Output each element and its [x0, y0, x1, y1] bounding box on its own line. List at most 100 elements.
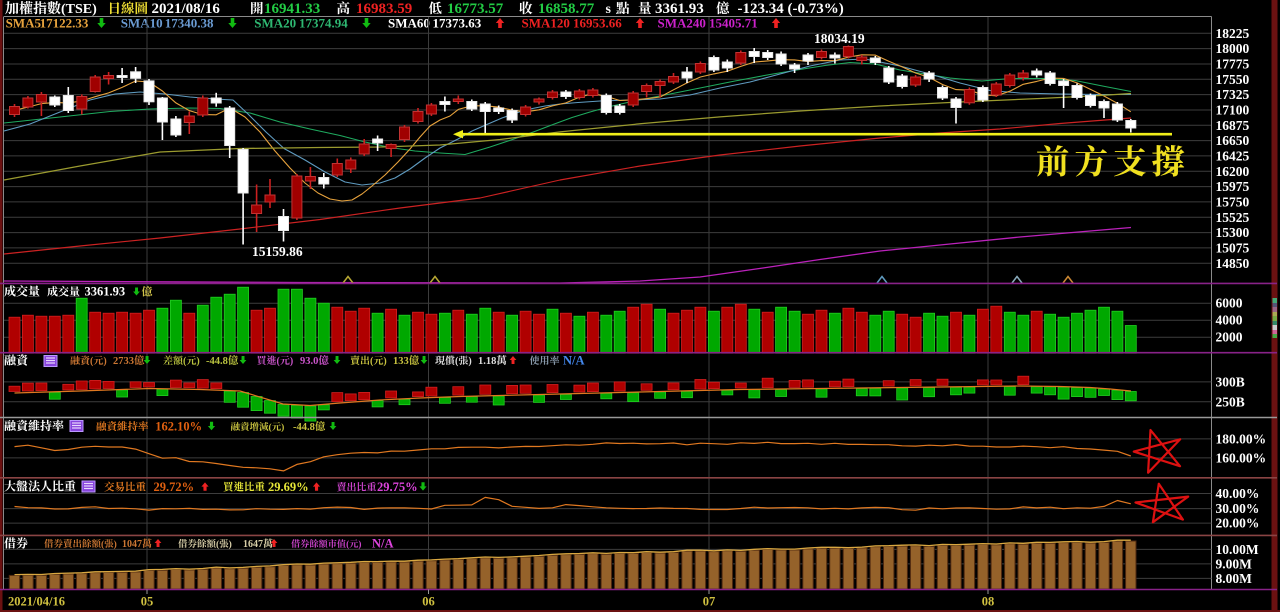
svg-text:40.00%: 40.00% [1216, 486, 1260, 501]
svg-text:17325: 17325 [1216, 87, 1250, 102]
svg-text:15975: 15975 [1216, 179, 1250, 194]
svg-text:s: s [606, 2, 612, 17]
svg-text:15405.71: 15405.71 [709, 16, 758, 31]
svg-text:29.72%: 29.72% [154, 480, 195, 494]
svg-text:借券餘額市值(元): 借券餘額市值(元) [291, 539, 361, 549]
svg-text:133億: 133億 [393, 354, 420, 367]
svg-text:93.0億: 93.0億 [300, 354, 329, 367]
svg-text:借券: 借券 [4, 537, 28, 551]
svg-text:2021/04/16: 2021/04/16 [8, 595, 65, 609]
svg-text:15525: 15525 [1216, 210, 1250, 225]
svg-text:融資維持率: 融資維持率 [4, 419, 64, 433]
svg-text:SMA5: SMA5 [6, 16, 42, 31]
svg-text:29.69%: 29.69% [268, 480, 309, 494]
svg-text:16875: 16875 [1216, 118, 1250, 133]
svg-text:N/A: N/A [372, 537, 394, 551]
svg-text:15075: 15075 [1216, 240, 1250, 255]
svg-text:16953.66: 16953.66 [573, 16, 622, 31]
svg-text:融資維持率: 融資維持率 [96, 421, 149, 433]
svg-text:16425: 16425 [1216, 148, 1250, 163]
svg-text:N/A: N/A [563, 354, 585, 368]
svg-text:融資: 融資 [4, 354, 28, 368]
svg-text:17775: 17775 [1216, 57, 1250, 72]
svg-text:1047萬: 1047萬 [122, 538, 152, 550]
svg-text:17373.63: 17373.63 [433, 16, 482, 31]
svg-text:16650: 16650 [1216, 133, 1250, 148]
svg-text:16200: 16200 [1216, 164, 1250, 179]
svg-text:9.00M: 9.00M [1216, 556, 1253, 571]
svg-text:10.00M: 10.00M [1216, 542, 1259, 557]
svg-text:借券賣出餘額(張): 借券賣出餘額(張) [44, 538, 117, 550]
svg-text:07: 07 [703, 595, 716, 609]
svg-text:SMA60: SMA60 [388, 16, 430, 31]
svg-text:16773.57: 16773.57 [447, 1, 504, 17]
svg-text:買進比重: 買進比重 [223, 482, 265, 494]
svg-text:SMA240: SMA240 [658, 16, 706, 31]
svg-text:點: 點 [616, 1, 630, 16]
svg-text:使用率: 使用率 [530, 355, 560, 367]
svg-text:17100: 17100 [1216, 103, 1250, 118]
svg-text:18034.19: 18034.19 [814, 31, 865, 46]
svg-text:現償(張): 現償(張) [435, 355, 472, 367]
svg-text:30.00%: 30.00% [1216, 501, 1260, 516]
svg-text:量: 量 [638, 1, 652, 16]
svg-text:3361.93: 3361.93 [85, 285, 126, 299]
svg-text:SMA120: SMA120 [522, 16, 570, 31]
svg-text:-44.8億: -44.8億 [206, 354, 239, 367]
svg-text:15300: 15300 [1216, 225, 1250, 240]
svg-text:15750: 15750 [1216, 194, 1250, 209]
svg-text:成交量: 成交量 [47, 286, 80, 299]
svg-text:08: 08 [982, 595, 995, 609]
svg-text:4000: 4000 [1216, 313, 1243, 328]
svg-text:1647萬: 1647萬 [243, 538, 273, 550]
svg-text:日線圖: 日線圖 [108, 1, 149, 16]
svg-text:高: 高 [337, 1, 351, 16]
svg-text:交易比重: 交易比重 [104, 482, 146, 494]
svg-text:1.18萬: 1.18萬 [478, 355, 507, 367]
svg-text:低: 低 [429, 1, 443, 16]
svg-text:15159.86: 15159.86 [252, 244, 303, 259]
svg-text:差額(元): 差額(元) [163, 355, 200, 367]
svg-text:3361.93: 3361.93 [655, 1, 704, 17]
svg-text:17122.33: 17122.33 [40, 16, 89, 31]
svg-text:融資增減(元): 融資增減(元) [231, 421, 285, 433]
svg-text:收: 收 [519, 1, 533, 16]
svg-text:16858.77: 16858.77 [538, 1, 595, 17]
svg-text:-123.34 (-0.73%): -123.34 (-0.73%) [738, 1, 844, 17]
svg-text:大盤法人比重: 大盤法人比重 [4, 480, 76, 494]
svg-text:05: 05 [141, 595, 154, 609]
svg-text:162.10%: 162.10% [155, 420, 202, 434]
svg-text:2733億: 2733億 [113, 354, 145, 367]
svg-text:18000: 18000 [1216, 41, 1250, 56]
svg-text:2000: 2000 [1216, 330, 1243, 345]
svg-text:18225: 18225 [1216, 26, 1250, 41]
svg-text:億: 億 [716, 1, 730, 16]
svg-text:8.00M: 8.00M [1216, 571, 1253, 586]
svg-text:16983.59: 16983.59 [356, 1, 412, 17]
svg-text:開: 開 [250, 1, 264, 16]
svg-text:前方支撐: 前方支撐 [1036, 145, 1190, 182]
svg-text:2021/08/16: 2021/08/16 [152, 1, 221, 17]
svg-text:借券餘額(張): 借券餘額(張) [178, 538, 232, 550]
svg-text:億: 億 [142, 286, 153, 299]
svg-text:賣出比重: 賣出比重 [337, 482, 377, 494]
svg-text:17374.94: 17374.94 [299, 16, 348, 31]
svg-text:20.00%: 20.00% [1216, 516, 1260, 531]
svg-text:SMA10: SMA10 [121, 16, 163, 31]
svg-text:SMA20: SMA20 [254, 16, 296, 31]
svg-text:加權指數(TSE): 加權指數(TSE) [5, 1, 97, 17]
svg-text:6000: 6000 [1216, 296, 1243, 311]
svg-text:16941.33: 16941.33 [264, 1, 320, 17]
svg-text:29.75%: 29.75% [377, 480, 418, 494]
svg-text:融資(元): 融資(元) [70, 355, 107, 367]
svg-text:17550: 17550 [1216, 72, 1250, 87]
svg-text:成交量: 成交量 [4, 285, 40, 299]
svg-text:06: 06 [422, 595, 435, 609]
svg-text:300B: 300B [1216, 374, 1245, 389]
svg-text:14850: 14850 [1216, 256, 1250, 271]
svg-text:17340.38: 17340.38 [165, 16, 214, 31]
svg-text:250B: 250B [1216, 394, 1245, 409]
svg-text:180.00%: 180.00% [1216, 431, 1267, 446]
svg-text:賣出(元): 賣出(元) [350, 355, 387, 367]
svg-text:160.00%: 160.00% [1216, 450, 1267, 465]
